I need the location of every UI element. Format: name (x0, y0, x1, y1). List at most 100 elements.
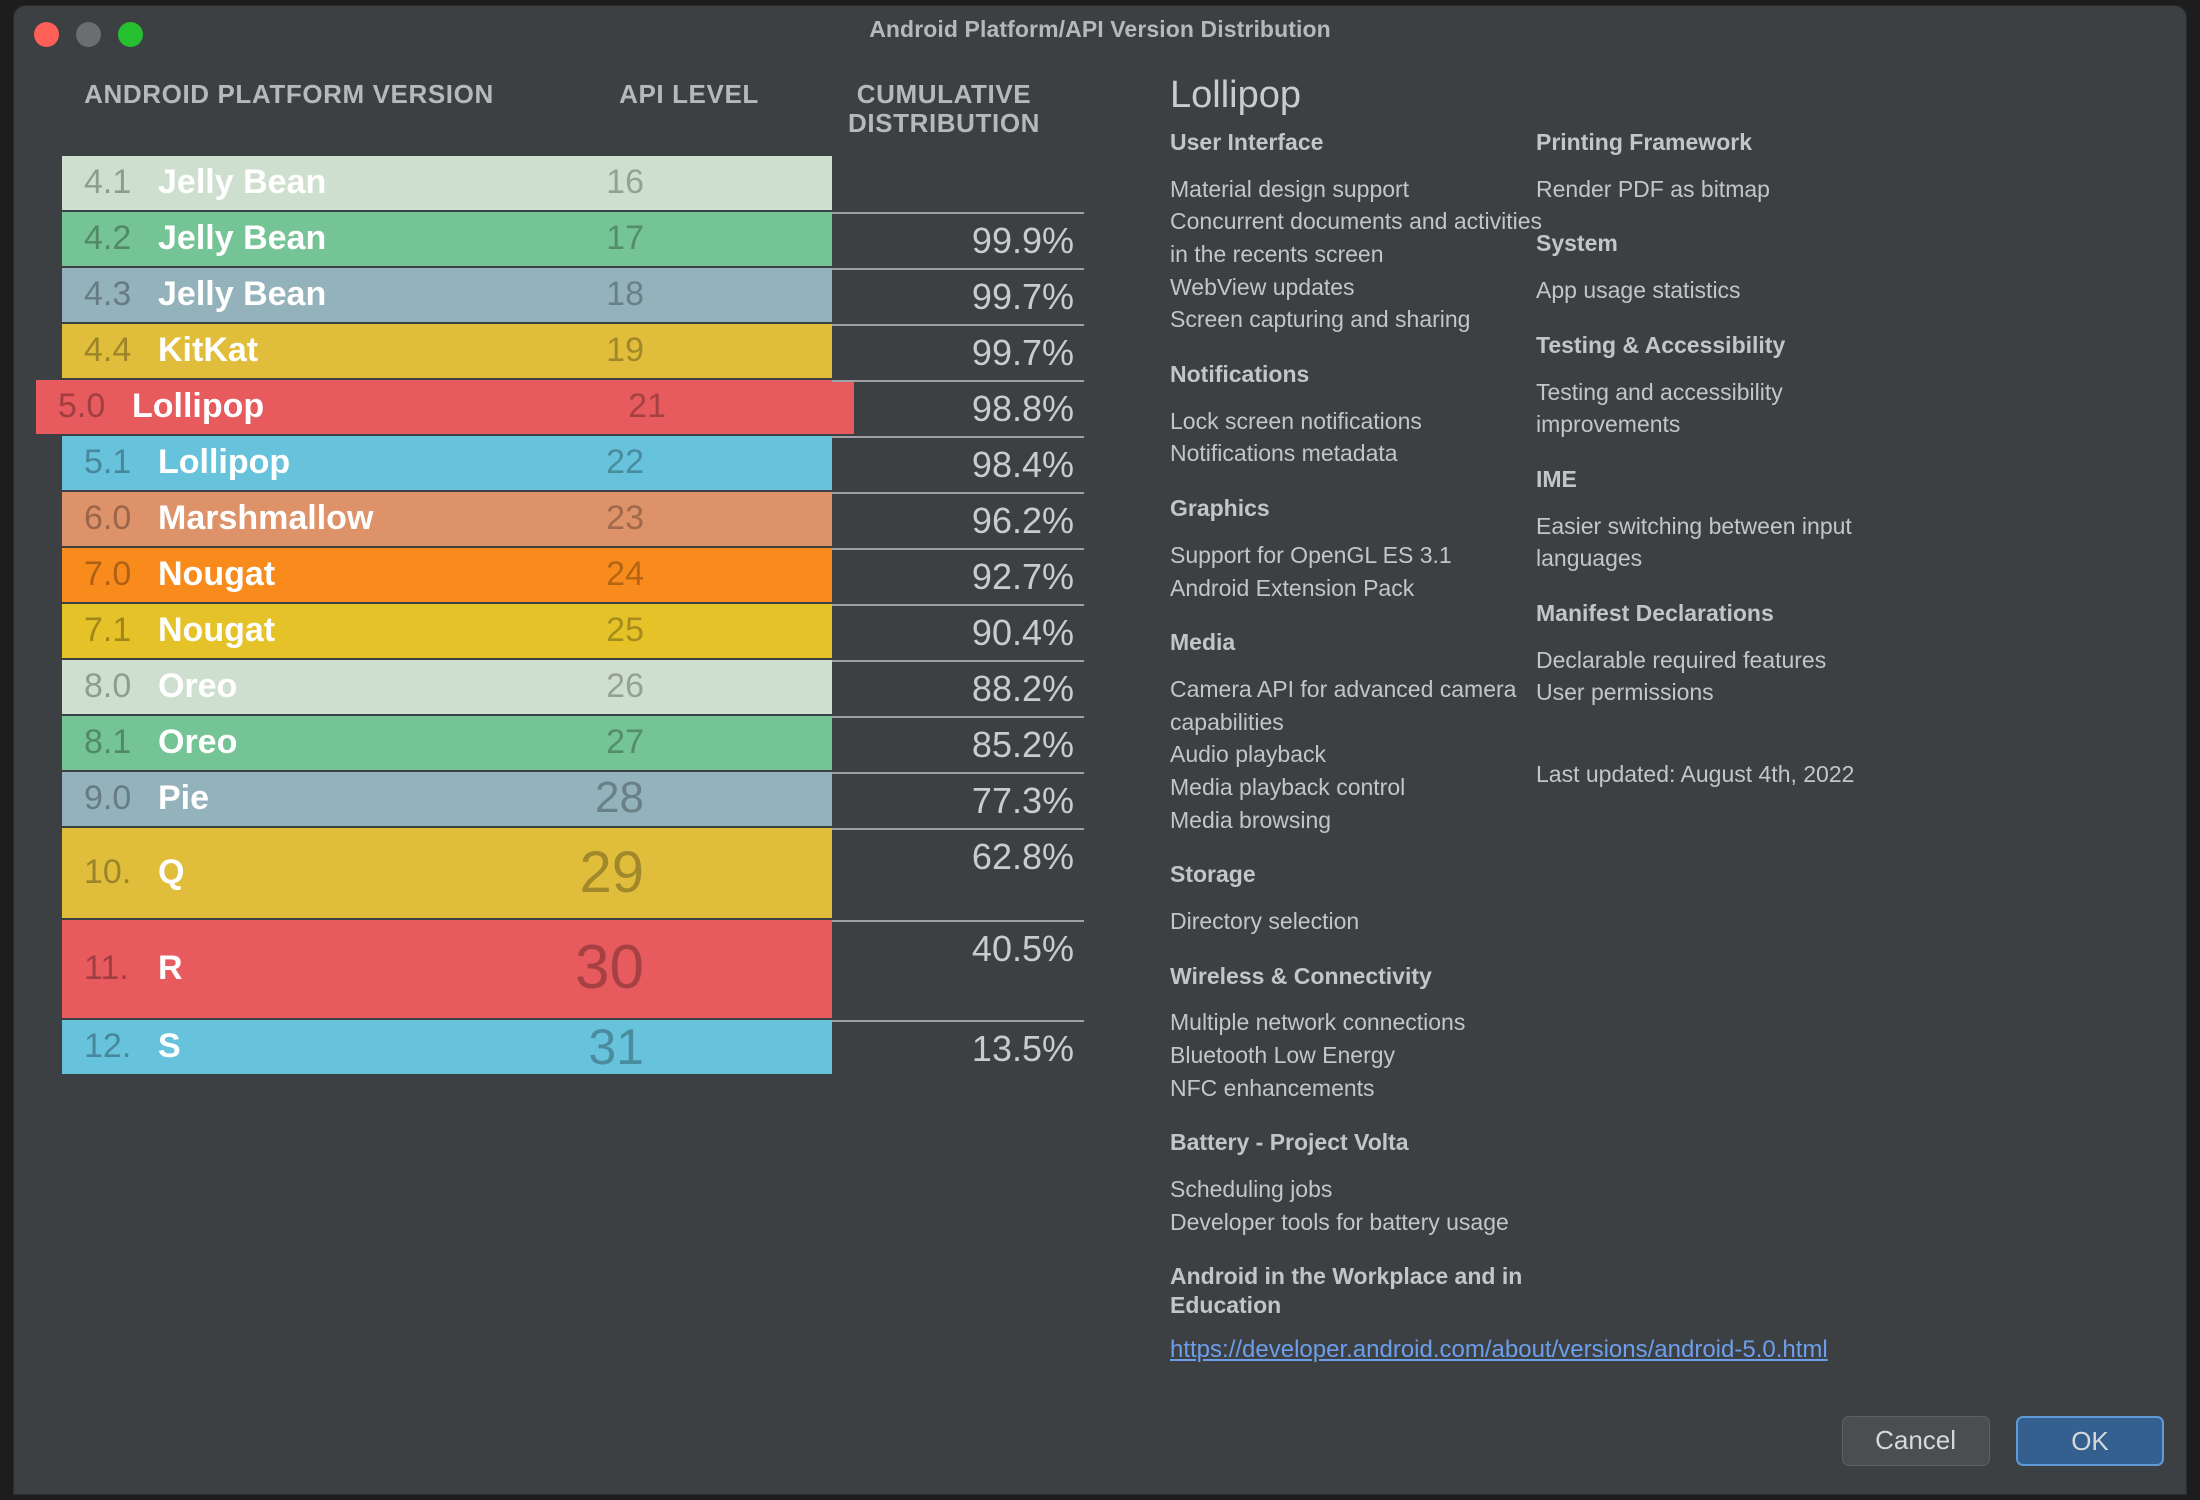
row-cumulative-value: 88.2% (971, 668, 1074, 709)
row-version-number: 10. (84, 853, 132, 891)
version-bar[interactable]: 5.1 Lollipop 22 (62, 436, 832, 490)
row-cumulative-cell: 96.2% (832, 492, 1084, 546)
detail-section-items: Support for OpenGL ES 3.1 Android Extens… (1170, 541, 1452, 601)
row-version-number: 8.0 (84, 667, 132, 705)
version-bar[interactable]: 4.1 Jelly Bean 16 (62, 156, 832, 210)
row-cumulative-value: 13.5% (971, 1028, 1074, 1069)
row-version-number: 5.0 (58, 387, 106, 425)
version-bar[interactable]: 8.0 Oreo 26 (62, 660, 832, 714)
row-cumulative-value: 77.3% (971, 780, 1074, 821)
detail-section: Testing & Accessibility Testing and acces… (1536, 331, 1956, 441)
close-button[interactable] (34, 22, 59, 47)
detail-section-items: Directory selection (1170, 907, 1360, 934)
version-bar[interactable]: 4.3 Jelly Bean 18 (62, 268, 832, 322)
table-row[interactable]: 4.2 Jelly Bean 17 99.9% (14, 212, 1084, 266)
row-cumulative-value: 96.2% (971, 500, 1074, 541)
version-bar[interactable]: 12. S 31 (62, 1018, 832, 1075)
table-row[interactable]: 7.0 Nougat 24 92.7% (14, 548, 1084, 602)
row-version-number: 4.3 (84, 275, 132, 313)
version-bar[interactable]: 9.0 Pie 28 (62, 772, 832, 826)
detail-section-heading: IME (1536, 465, 1577, 492)
row-cumulative-value: 98.4% (971, 444, 1074, 485)
row-cumulative-cell (832, 156, 1084, 210)
version-bar[interactable]: 5.0 Lollipop 21 (36, 380, 854, 434)
detail-section-heading: User Interface (1170, 129, 1324, 155)
row-api-level: 17 (606, 218, 644, 257)
row-version-number: 7.0 (84, 555, 132, 593)
version-bar[interactable]: 11. R 30 (62, 920, 832, 1018)
row-codename: Nougat (158, 555, 276, 593)
row-cumulative-cell: 85.2% (832, 716, 1084, 770)
row-codename: Oreo (158, 667, 238, 705)
table-row[interactable]: 7.1 Nougat 25 90.4% (14, 604, 1084, 658)
version-bar[interactable]: 4.2 Jelly Bean 17 (62, 212, 832, 266)
table-row[interactable]: 11. R 30 40.5% (14, 920, 1084, 1018)
version-docs-link[interactable]: https://developer.android.com/about/vers… (1170, 1336, 1828, 1363)
minimize-button[interactable] (76, 22, 101, 47)
row-codename: R (158, 949, 183, 987)
row-codename: Pie (158, 779, 210, 817)
row-api-level: 23 (606, 498, 644, 537)
row-api-level: 26 (606, 666, 644, 705)
column-header-platform-version: ANDROID PLATFORM VERSION (84, 79, 494, 109)
row-api-level: 27 (606, 722, 644, 761)
detail-section: Android in the Workplace and in Educatio… (1170, 1262, 1650, 1320)
row-cumulative-value: 62.8% (971, 836, 1074, 877)
detail-section-items: Scheduling jobs Developer tools for batt… (1170, 1176, 1509, 1235)
detail-section-items: Declarable required features User permis… (1536, 646, 1827, 706)
ok-button[interactable]: OK (2016, 1416, 2164, 1466)
detail-section: Notifications Lock screen notifications N… (1170, 360, 1650, 470)
window-title: Android Platform/API Version Distributio… (869, 16, 1331, 42)
row-cumulative-value: 90.4% (971, 612, 1074, 653)
detail-section-heading: Notifications (1170, 361, 1310, 388)
row-version-number: 6.0 (84, 499, 132, 537)
detail-section: Wireless & Connectivity Multiple network … (1170, 962, 1650, 1105)
detail-section-items: App usage statistics (1536, 277, 1741, 304)
version-bar[interactable]: 10. Q 29 (62, 828, 832, 918)
version-bar[interactable]: 7.1 Nougat 25 (62, 604, 832, 658)
row-cumulative-value: 92.7% (971, 556, 1074, 597)
table-row[interactable]: 6.0 Marshmallow 23 96.2% (14, 492, 1084, 546)
detail-section-items: Lock screen notifications Notifications … (1170, 407, 1422, 467)
row-codename: Lollipop (158, 443, 291, 481)
table-row[interactable]: 4.1 Jelly Bean 16 (14, 156, 1084, 210)
row-api-level: 25 (606, 610, 644, 649)
row-version-number: 4.4 (84, 331, 132, 369)
version-bar[interactable]: 4.4 KitKat 19 (62, 324, 832, 378)
row-api-level: 18 (606, 274, 644, 313)
detail-section-items: Easier switching between input languages (1536, 512, 1852, 572)
version-bar[interactable]: 6.0 Marshmallow 23 (62, 492, 832, 546)
table-row[interactable]: 8.1 Oreo 27 85.2% (14, 716, 1084, 770)
table-row[interactable]: 4.4 KitKat 19 99.7% (14, 324, 1084, 378)
cancel-button[interactable]: Cancel (1841, 1416, 1990, 1466)
row-cumulative-cell: 90.4% (832, 604, 1084, 658)
detail-section: Manifest Declarations Declarable required… (1536, 599, 1956, 709)
row-codename: Jelly Bean (158, 275, 327, 313)
detail-section-heading: Graphics (1170, 495, 1270, 522)
row-version-number: 7.1 (84, 611, 132, 649)
row-api-level: 31 (588, 1018, 644, 1075)
row-cumulative-value: 40.5% (971, 928, 1074, 969)
version-detail-pane: Lollipop User Interface Material design s… (1144, 66, 2184, 1396)
version-bar[interactable]: 7.0 Nougat 24 (62, 548, 832, 602)
version-distribution-table: 4.1 Jelly Bean 16 4.2 Jelly Bean 17 99.9% 4.3 Je… (14, 156, 1084, 1386)
row-version-number: 11. (84, 949, 129, 987)
zoom-button[interactable] (118, 22, 143, 47)
table-row[interactable]: 9.0 Pie 28 77.3% (14, 772, 1084, 826)
detail-section-items: Testing and accessibility improvements (1536, 378, 1783, 438)
table-row[interactable]: 5.1 Lollipop 22 98.4% (14, 436, 1084, 490)
row-cumulative-cell: 13.5% (832, 1020, 1084, 1074)
row-cumulative-cell: 40.5% (832, 920, 1084, 1018)
detail-section-heading: Storage (1170, 861, 1256, 888)
version-bar[interactable]: 8.1 Oreo 27 (62, 716, 832, 770)
row-version-number: 4.1 (84, 163, 132, 201)
table-row[interactable]: 8.0 Oreo 26 88.2% (14, 660, 1084, 714)
detail-section-heading: Testing & Accessibility (1536, 331, 1786, 358)
table-row[interactable]: 12. S 31 13.5% (14, 1018, 1084, 1075)
table-row[interactable]: 10. Q 29 62.8% (14, 828, 1084, 918)
table-row[interactable]: 5.0 Lollipop 21 98.8% (14, 380, 1084, 434)
row-cumulative-cell: 88.2% (832, 660, 1084, 714)
detail-column-right: Printing Framework Render PDF as bitmap Sy… (1536, 128, 1956, 788)
app-window: Android Platform/API Version Distributio… (14, 6, 2186, 1494)
table-row[interactable]: 4.3 Jelly Bean 18 99.7% (14, 268, 1084, 322)
